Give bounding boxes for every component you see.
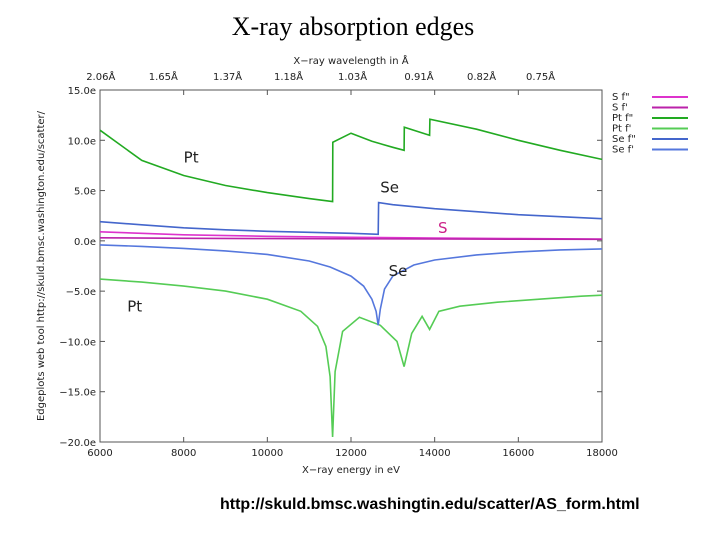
x-tick-label: 12000 (335, 448, 367, 459)
slide-title: X-ray absorption edges (231, 12, 475, 41)
legend-label: Se f" (612, 134, 636, 145)
series-layer (99, 118, 603, 438)
top-tick-label: 1.03Å (338, 70, 367, 83)
top-axis-label: X−ray wavelength in Å (293, 54, 408, 67)
series-line-6 (99, 244, 603, 326)
y-tick-label: 5.0e (74, 187, 96, 198)
y-tick-label: −20.0e (59, 438, 96, 449)
top-tick-label: 0.75Å (526, 70, 555, 83)
x-axis-label: X−ray energy in eV (302, 465, 400, 476)
legend-label: S f" (612, 92, 630, 103)
annotation-layer: Pt Se S Se Pt (127, 148, 447, 315)
absorption-edge-chart: Pt Se S Se Pt 6000 8000 10000 12000 14000 16000 18… (36, 54, 688, 476)
tick-labels: 6000 8000 10000 12000 14000 16000 18000 2.06Å 1.… (59, 70, 618, 459)
y-tick-label: 10.0e (68, 136, 96, 147)
top-tick-label: 0.91Å (404, 70, 433, 83)
y-tick-label: −10.0e (59, 337, 96, 348)
x-tick-label: 18000 (586, 448, 618, 459)
x-tick-label: 14000 (419, 448, 451, 459)
y-axis-label: Edgeplots web tool http://skuld.bmsc.was… (36, 110, 47, 421)
edge-annotation: Pt (184, 148, 199, 166)
edge-annotation: S (438, 219, 448, 237)
series-line-4 (99, 278, 603, 438)
legend-label: Pt f" (612, 113, 633, 124)
edge-annotation: Se (389, 262, 408, 280)
x-tick-label: 6000 (87, 448, 112, 459)
y-tick-label: 0.0e (74, 237, 96, 248)
x-tick-label: 8000 (171, 448, 196, 459)
legend-label: Pt f' (612, 124, 631, 135)
y-tick-label: −15.0e (59, 388, 96, 399)
top-tick-label: 1.65Å (149, 70, 178, 83)
series-line-2 (99, 237, 603, 241)
legend-label: Se f' (612, 145, 634, 156)
legend: S f"S f'Pt f"Pt f'Se f"Se f' (612, 92, 688, 156)
legend-label: S f' (612, 103, 628, 114)
source-url[interactable]: http://skuld.bmsc.washingtin.edu/scatter… (220, 496, 640, 513)
x-tick-label: 10000 (251, 448, 283, 459)
top-tick-label: 1.18Å (274, 70, 303, 83)
edge-annotation: Pt (127, 297, 142, 315)
y-tick-label: 15.0e (68, 86, 96, 97)
tick-marks (99, 89, 603, 443)
top-tick-label: 1.37Å (213, 70, 242, 83)
y-tick-label: −5.0e (66, 287, 96, 298)
series-line-3 (99, 118, 603, 203)
series-line-5 (99, 201, 603, 236)
top-tick-label: 2.06Å (86, 70, 115, 83)
x-tick-label: 16000 (502, 448, 534, 459)
top-tick-label: 0.82Å (467, 70, 496, 83)
edge-annotation: Se (380, 179, 399, 197)
